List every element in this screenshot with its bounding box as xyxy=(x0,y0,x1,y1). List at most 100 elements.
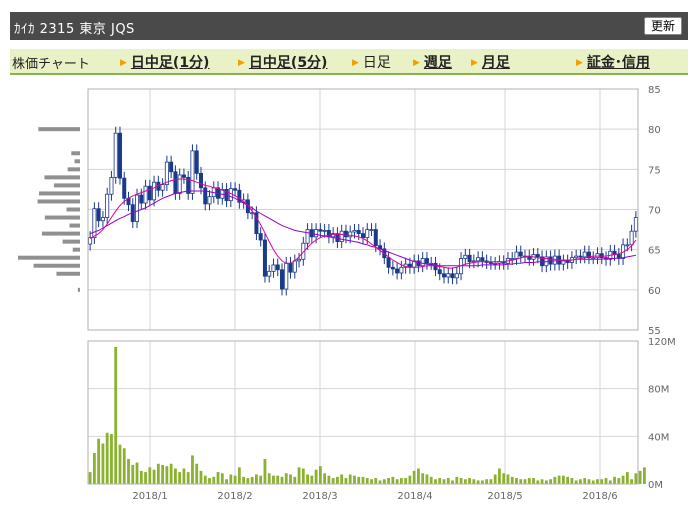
volume-bar xyxy=(532,478,535,484)
volume-bar xyxy=(625,472,629,484)
nav-intraday-1min[interactable]: ▶ 日中足(1分) xyxy=(120,52,209,72)
price-volume-bar xyxy=(72,247,80,252)
volume-bar xyxy=(255,474,258,484)
volume-bar xyxy=(174,468,177,484)
candle-body xyxy=(591,257,596,260)
volume-bar xyxy=(276,475,280,484)
volume-bar xyxy=(613,476,616,484)
volume-bar xyxy=(212,476,216,484)
volume-bar xyxy=(429,476,433,484)
volume-tick-label: 0M xyxy=(648,480,663,491)
volume-bar xyxy=(233,475,237,484)
price-tick-label: 70 xyxy=(648,206,661,217)
volume-bar xyxy=(156,463,160,484)
nav-weekly[interactable]: ▶ 週足 xyxy=(413,52,452,72)
nav-intraday-5min[interactable]: ▶ 日中足(5分) xyxy=(238,52,327,72)
volume-bar xyxy=(604,478,608,484)
volume-bar xyxy=(570,478,574,484)
volume-bar xyxy=(617,478,621,484)
candle-body xyxy=(416,260,421,267)
moving-average-short-line xyxy=(89,178,637,269)
date-tick-label: 2018/1 xyxy=(132,491,167,502)
volume-bar xyxy=(135,462,139,484)
volume-bar xyxy=(540,479,544,484)
nav-margin-label[interactable]: 証金･信用 xyxy=(586,55,650,71)
volume-bar xyxy=(169,463,173,484)
candle-body xyxy=(565,260,570,263)
candle-body xyxy=(177,174,182,194)
volume-bar xyxy=(638,470,642,484)
volume-bar xyxy=(225,479,228,484)
nav-weekly-label[interactable]: 週足 xyxy=(423,55,452,71)
volume-bar xyxy=(348,474,352,484)
nav-intraday-1min-label[interactable]: 日中足(1分) xyxy=(130,55,210,71)
volume-bar xyxy=(365,478,369,484)
volume-bar xyxy=(459,478,463,484)
candle-body xyxy=(454,273,459,279)
nav-monthly-label[interactable]: 月足 xyxy=(481,55,510,71)
arrow-right-icon: ▶ xyxy=(471,58,478,68)
volume-bar xyxy=(549,479,552,484)
volume-bar xyxy=(463,479,467,484)
candle-body xyxy=(117,132,122,179)
volume-bar xyxy=(566,476,570,484)
arrow-right-icon: ▶ xyxy=(238,58,245,68)
volume-bar xyxy=(208,478,211,484)
volume-bar xyxy=(182,468,186,484)
arrow-right-icon: ▶ xyxy=(120,58,127,68)
date-tick-label: 2018/4 xyxy=(397,491,432,502)
candle-body xyxy=(578,255,583,258)
candle-body xyxy=(356,229,361,235)
nav-daily: ▶ 日足 xyxy=(352,52,391,72)
volume-bar xyxy=(216,472,220,484)
nav-daily-label: 日足 xyxy=(362,55,391,71)
volume-tick-label: 120M xyxy=(648,337,676,348)
volume-bar xyxy=(446,478,450,484)
volume-bar xyxy=(579,479,582,484)
candle-body xyxy=(288,262,293,273)
candle-body xyxy=(190,150,195,194)
candle-body xyxy=(433,262,438,271)
candle-body xyxy=(105,193,110,218)
moving-averages xyxy=(89,178,637,269)
price-volume-bar xyxy=(74,159,80,164)
volume-bar xyxy=(425,474,429,484)
candle-body xyxy=(160,184,165,191)
candle-body xyxy=(186,176,191,194)
volume-bar xyxy=(344,478,348,484)
volume-bar xyxy=(480,480,484,484)
nav-monthly[interactable]: ▶ 月足 xyxy=(471,52,510,72)
candle-body xyxy=(284,262,289,290)
candle-body xyxy=(305,229,310,244)
refresh-button[interactable]: 更新 xyxy=(643,17,682,35)
volume-bar xyxy=(97,438,101,484)
volume-bar xyxy=(485,479,489,484)
nav-intraday-5min-label[interactable]: 日中足(5分) xyxy=(248,55,328,71)
volume-bar xyxy=(195,463,199,484)
candle-body xyxy=(582,251,587,258)
volume-bar xyxy=(289,474,292,484)
candle-body xyxy=(437,269,442,275)
candle-body xyxy=(139,194,144,204)
candle-body xyxy=(262,239,267,277)
nav-margin[interactable]: ▶ 証金･信用 xyxy=(576,52,650,72)
volume-bar xyxy=(92,453,96,484)
volume-bar xyxy=(323,473,327,484)
price-tick-label: 80 xyxy=(648,125,661,136)
price-volume-bar xyxy=(38,127,80,132)
volume-bar xyxy=(608,480,612,484)
volume-bar xyxy=(587,479,591,484)
volume-bar xyxy=(122,448,126,484)
volume-bar xyxy=(284,473,288,484)
price-volume-bar xyxy=(69,223,80,228)
price-volume-bar xyxy=(41,231,80,236)
volume-bar xyxy=(263,458,267,484)
date-tick-label: 2018/6 xyxy=(582,491,617,502)
volume-bar xyxy=(114,346,118,484)
volume-bar xyxy=(139,470,143,484)
volume-bar xyxy=(417,468,420,484)
volume-bar xyxy=(357,476,361,484)
candle-body xyxy=(373,229,378,247)
volume-bar xyxy=(596,479,599,484)
volume-bar xyxy=(536,480,540,484)
